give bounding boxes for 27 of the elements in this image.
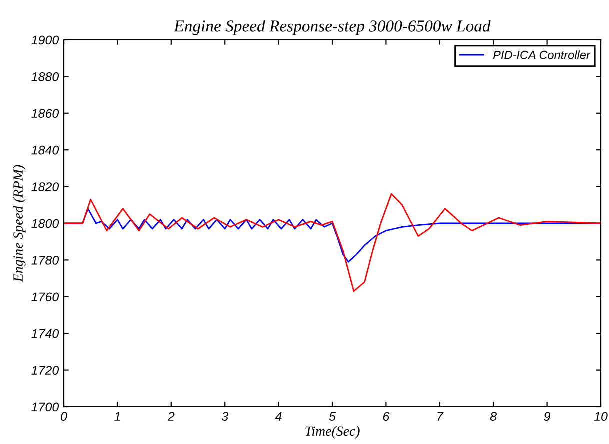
y-tick-label: 1800 xyxy=(32,219,60,228)
y-tick-label: 1880 xyxy=(32,72,60,82)
y-tick-label: 1900 xyxy=(32,36,60,45)
y-tick-label: 1700 xyxy=(32,402,60,412)
x-tick-label: 5 xyxy=(329,412,336,422)
chart-title: Engine Speed Response-step 3000-6500w Load xyxy=(174,20,491,36)
y-tick-label: 1820 xyxy=(32,182,60,192)
x-tick-label: 0 xyxy=(61,412,68,422)
x-axis-title: Time(Sec) xyxy=(306,426,360,439)
x-tick-label: 1 xyxy=(114,412,120,421)
x-tick-label: 6 xyxy=(383,412,390,422)
y-axis-title: Engine Speed (RPM) xyxy=(13,165,26,282)
x-tick-label: 9 xyxy=(544,412,551,422)
x-tick-label: 3 xyxy=(222,412,228,422)
legend-label: PID-ICA Controller xyxy=(493,50,591,60)
x-tick-label: 2 xyxy=(168,412,175,421)
y-tick-label: 1860 xyxy=(32,109,60,118)
y-tick-label: 1780 xyxy=(32,256,60,265)
x-tick-label: 10 xyxy=(594,412,608,422)
x-tick-label: 7 xyxy=(438,412,444,421)
y-tick-label: 1840 xyxy=(32,146,60,155)
y-tick-label: 1740 xyxy=(32,329,60,338)
line-series xyxy=(64,193,601,292)
y-tick-label: 1760 xyxy=(32,292,60,302)
x-tick-label: 4 xyxy=(275,412,282,421)
y-tick-label: 1720 xyxy=(32,366,60,375)
x-tick-label: 8 xyxy=(490,412,498,422)
